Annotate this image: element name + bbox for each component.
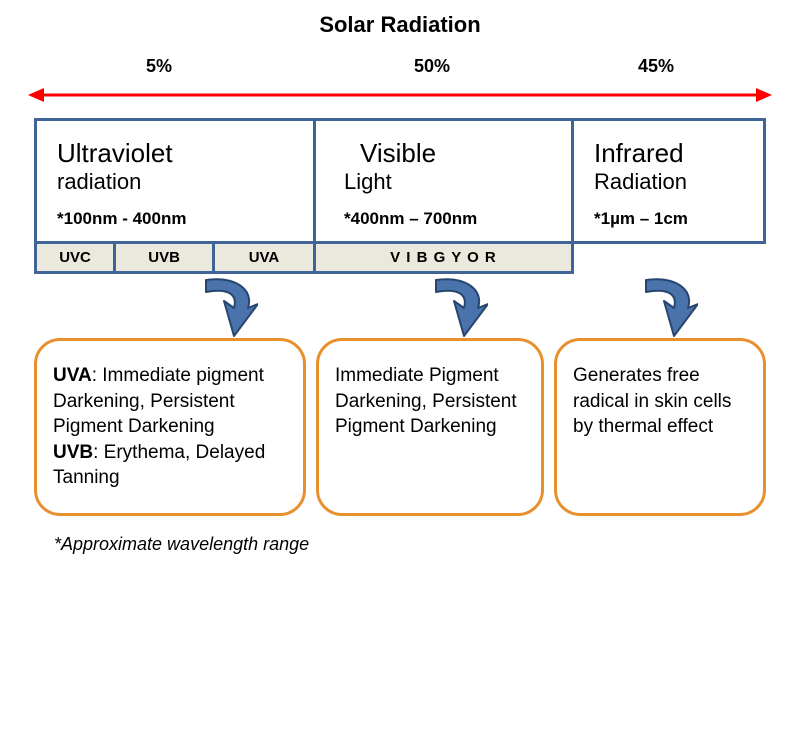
wavelength-arrow	[28, 86, 772, 104]
footnote: *Approximate wavelength range	[54, 534, 800, 555]
percent-uv: 5%	[146, 56, 172, 77]
band-vis-title2: Light	[344, 169, 557, 195]
band-visible: Visible Light *400nm – 700nm	[316, 118, 574, 244]
band-uv-title1: Ultraviolet	[57, 139, 299, 169]
effect-infrared: Generates free radical in skin cells by …	[554, 338, 766, 516]
sub-uva: UVA	[215, 244, 316, 271]
band-vis-range: *400nm – 700nm	[344, 209, 557, 229]
arrows-row	[34, 274, 766, 338]
sub-vibgyor: V I B G Y O R	[316, 244, 571, 271]
sub-uvc: UVC	[37, 244, 116, 271]
sub-uvb: UVB	[116, 244, 215, 271]
percent-infrared: 45%	[638, 56, 674, 77]
sub-band-row: UVC UVB UVA V I B G Y O R	[34, 244, 574, 274]
band-ir-range: *1µm – 1cm	[594, 209, 749, 229]
spectrum-table: Ultraviolet radiation *100nm - 400nm Vis…	[34, 118, 766, 274]
band-uv-title2: radiation	[57, 169, 299, 195]
effect-visible: Immediate Pigment Darkening, Persistent …	[316, 338, 544, 516]
percent-row: 5% 50% 45%	[0, 56, 800, 84]
band-uv-range: *100nm - 400nm	[57, 209, 299, 229]
band-vis-title1: Visible	[344, 139, 557, 169]
band-row: Ultraviolet radiation *100nm - 400nm Vis…	[34, 118, 766, 244]
percent-visible: 50%	[414, 56, 450, 77]
arrow-uv-icon	[188, 276, 258, 340]
effect-uv: UVA: Immediate pigment Darkening, Persis…	[34, 338, 306, 516]
band-ir-title2: Radiation	[594, 169, 749, 195]
band-ultraviolet: Ultraviolet radiation *100nm - 400nm	[34, 118, 316, 244]
arrow-visible-icon	[418, 276, 488, 340]
band-ir-title1: Infrared	[594, 139, 749, 169]
page-title: Solar Radiation	[0, 0, 800, 38]
band-infrared: Infrared Radiation *1µm – 1cm	[574, 118, 766, 244]
effects-row: UVA: Immediate pigment Darkening, Persis…	[34, 338, 766, 516]
arrow-infrared-icon	[628, 276, 698, 340]
